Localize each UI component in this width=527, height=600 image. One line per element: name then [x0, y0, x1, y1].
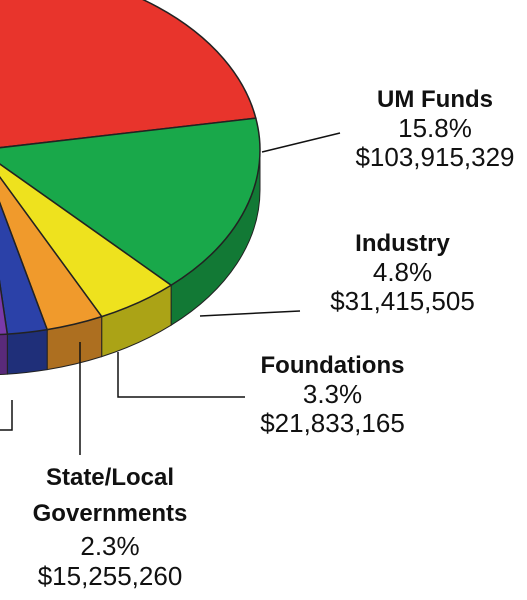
category: State/Local Governments: [32, 464, 188, 527]
amount: $21,833,165: [260, 408, 405, 439]
leader-line: [0, 400, 13, 431]
percent: 4.8%: [372, 256, 433, 287]
label: UM Funds 15.8% $103,915,329: [340, 86, 527, 173]
label: State/Local Governments 2.3% $15,255,260: [20, 460, 200, 592]
amount: $15,255,260: [37, 560, 183, 591]
slice: [0, 0, 257, 149]
label: Foundations 3.3% $21,833,165: [230, 352, 435, 439]
amount: $31,415,505: [330, 286, 475, 317]
slice: [0, 279, 9, 336]
category: UM Funds: [377, 86, 493, 113]
slice: [0, 117, 261, 287]
slice-side: [6, 329, 48, 375]
percent: 15.8%: [398, 112, 472, 143]
percent: 3.3%: [302, 378, 363, 409]
category: Industry: [355, 230, 450, 257]
slice-side: [0, 333, 8, 375]
category: Foundations: [260, 352, 405, 379]
leader-line: [199, 310, 301, 317]
percent: 2.3%: [80, 531, 140, 561]
amount: $103,915,329: [355, 142, 515, 173]
label: Industry 4.8% $31,415,505: [300, 230, 505, 317]
leader-line: [117, 352, 245, 398]
leader-line: [261, 132, 341, 153]
